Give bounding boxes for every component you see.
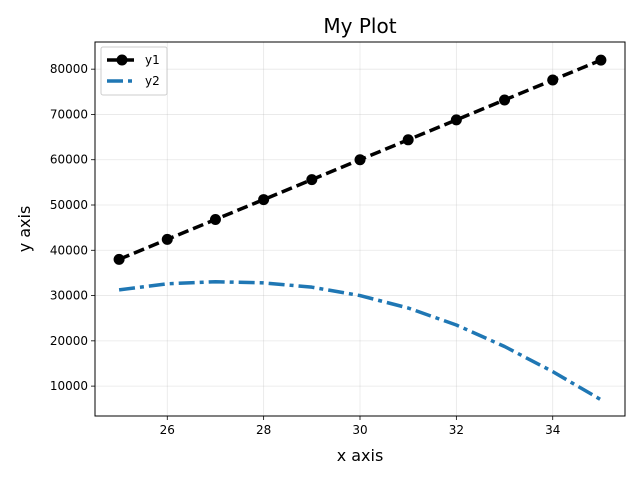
legend-label-y2: y2: [145, 74, 160, 88]
data-point-y1: [595, 54, 607, 66]
data-point-y1: [402, 134, 414, 146]
y-tick-label: 30000: [50, 289, 88, 303]
y-tick-label: 40000: [50, 243, 88, 257]
y-tick-label: 50000: [50, 198, 88, 212]
x-tick-label: 32: [449, 423, 464, 437]
plot-series: [113, 54, 607, 402]
data-point-y1: [113, 253, 125, 265]
data-point-y1: [306, 174, 318, 186]
y-tick-label: 60000: [50, 153, 88, 167]
data-point-y1: [547, 74, 559, 86]
y-axis-label: y axis: [15, 206, 34, 253]
y-tick-label: 80000: [50, 62, 88, 76]
x-tick-label: 34: [545, 423, 560, 437]
data-point-y1: [258, 194, 270, 206]
data-point-y1: [450, 114, 462, 126]
data-point-y1: [499, 94, 511, 106]
grid: [95, 42, 625, 416]
legend: y1 y2: [100, 46, 168, 96]
y-tick-label: 20000: [50, 334, 88, 348]
y-tick-label: 10000: [50, 379, 88, 393]
x-axis-label: x axis: [337, 446, 384, 465]
legend-marker-y1: [116, 54, 128, 66]
y-tick-label: 70000: [50, 107, 88, 121]
data-point-y1: [209, 213, 221, 225]
x-tick-label: 26: [160, 423, 175, 437]
legend-label-y1: y1: [145, 53, 160, 67]
series-line-y2: [118, 280, 602, 402]
axis-ticks: 26 28 30 32 34 10000 20000 30000 40000 50000 60000…: [50, 62, 561, 437]
data-point-y1: [354, 154, 366, 166]
data-point-y1: [161, 233, 173, 245]
x-tick-label: 28: [256, 423, 271, 437]
x-tick-label: 30: [352, 423, 367, 437]
chart-title: My Plot: [323, 14, 396, 38]
